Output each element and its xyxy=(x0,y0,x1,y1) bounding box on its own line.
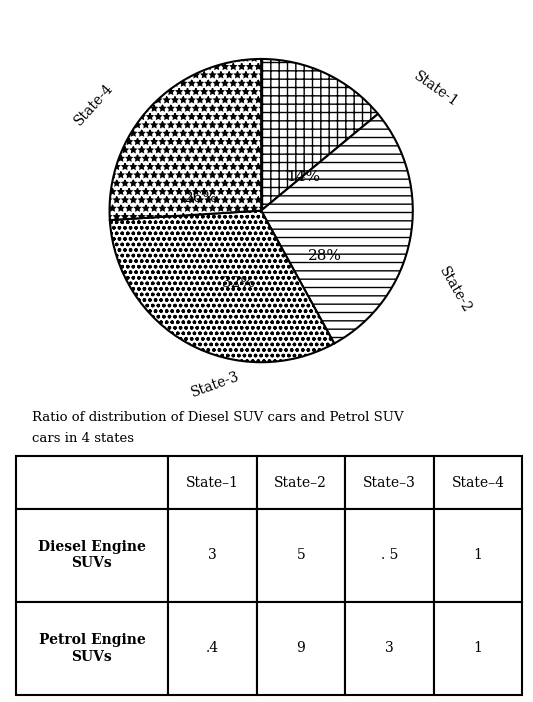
Wedge shape xyxy=(110,211,334,362)
Text: 28%: 28% xyxy=(308,249,342,263)
Text: State-2: State-2 xyxy=(437,264,474,315)
Wedge shape xyxy=(110,59,261,220)
Text: 26%: 26% xyxy=(183,192,217,206)
Text: Ratio of distribution of Diesel SUV cars and Petrol SUV: Ratio of distribution of Diesel SUV cars… xyxy=(32,411,403,424)
Text: 14%: 14% xyxy=(287,171,321,184)
Wedge shape xyxy=(261,114,413,343)
Text: State-4: State-4 xyxy=(72,81,117,128)
Text: cars in 4 states: cars in 4 states xyxy=(32,432,134,445)
Wedge shape xyxy=(261,59,378,211)
Text: State-3: State-3 xyxy=(190,370,242,400)
Text: State-1: State-1 xyxy=(411,69,461,110)
Text: 32%: 32% xyxy=(221,277,255,291)
